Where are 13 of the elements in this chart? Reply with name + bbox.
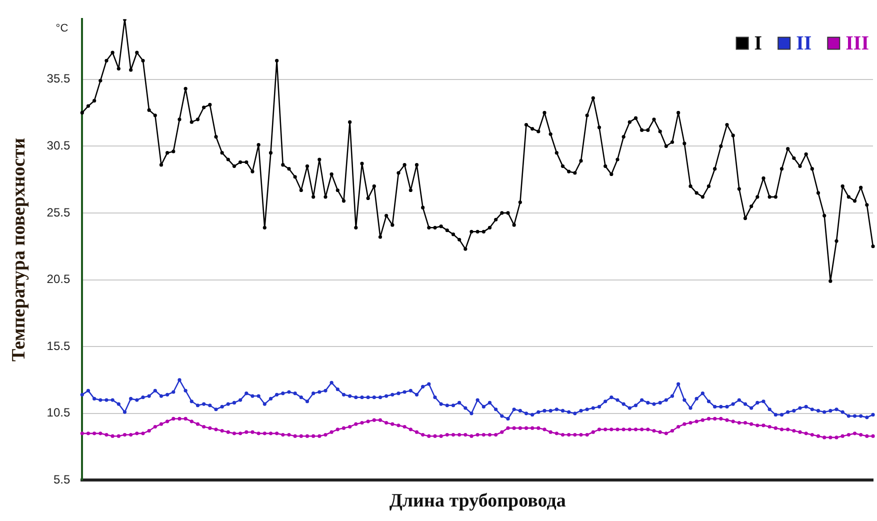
legend-label: II [796, 32, 812, 54]
y-tick-label: 15.5 [46, 338, 70, 353]
legend-label: III [846, 32, 870, 54]
y-tick-label: 20.5 [46, 272, 70, 286]
x-axis-title: Длина трубопровода [389, 490, 566, 512]
y-tick-label: 5.5 [53, 472, 70, 487]
y-tick-label: 35.5 [46, 72, 70, 86]
legend-label: I [754, 32, 762, 54]
text: °C [56, 22, 68, 35]
y-tick-label: 10.5 [46, 406, 70, 420]
y-axis-title: Температура поверхности [8, 138, 30, 362]
y-tick-label: 25.5 [46, 205, 70, 220]
y-tick-label: 30.5 [46, 138, 70, 152]
